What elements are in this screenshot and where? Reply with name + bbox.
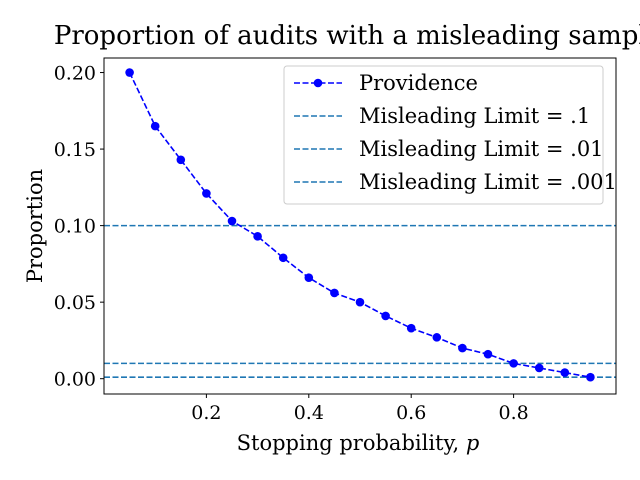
data-point	[381, 311, 390, 321]
data-point	[432, 333, 442, 342]
y-tick-label: 0.00	[54, 369, 96, 391]
x-axis-label: Stopping probability, p	[237, 431, 480, 455]
legend-label: Misleading Limit = .1	[359, 104, 590, 128]
legend-label: Misleading Limit = .001	[359, 170, 617, 194]
chart-title: Proportion of audits with a misleading s…	[54, 21, 640, 51]
data-point	[509, 359, 518, 368]
data-point	[202, 189, 211, 198]
data-point	[534, 363, 544, 373]
y-tick-label: 0.15	[54, 139, 96, 161]
x-tick-label: 0.4	[294, 402, 324, 424]
legend-label: Misleading Limit = .01	[359, 137, 604, 161]
data-point	[458, 343, 467, 353]
legend-box	[283, 65, 604, 205]
legend-marker	[313, 78, 323, 88]
legend-label: Providence	[359, 71, 478, 95]
data-point	[150, 121, 160, 131]
data-point	[278, 253, 288, 263]
y-axis-label: Proportion	[23, 169, 47, 283]
data-point	[253, 232, 262, 241]
data-point	[330, 288, 339, 298]
data-point	[176, 155, 186, 165]
data-point	[560, 368, 570, 377]
data-point	[406, 323, 416, 333]
x-axis: 0.2 0.4 0.6 0.8	[191, 394, 529, 424]
x-tick-label: 0.6	[396, 402, 426, 424]
x-tick-label: 0.2	[191, 402, 221, 424]
y-tick-label: 0.20	[54, 63, 96, 85]
plot-area	[104, 68, 616, 382]
data-point	[355, 297, 365, 307]
y-tick-label: 0.10	[54, 216, 96, 238]
data-point	[304, 273, 314, 282]
x-tick-label: 0.8	[498, 402, 528, 424]
data-point	[227, 216, 237, 226]
data-point	[125, 68, 134, 77]
y-axis: 0.00 0.05 0.10 0.15 0.20	[54, 63, 104, 391]
y-tick-label: 0.05	[54, 292, 96, 314]
legend: Providence Misleading Limit = .1 Misleadin…	[283, 65, 617, 205]
data-point	[586, 372, 595, 382]
data-point	[483, 349, 493, 359]
